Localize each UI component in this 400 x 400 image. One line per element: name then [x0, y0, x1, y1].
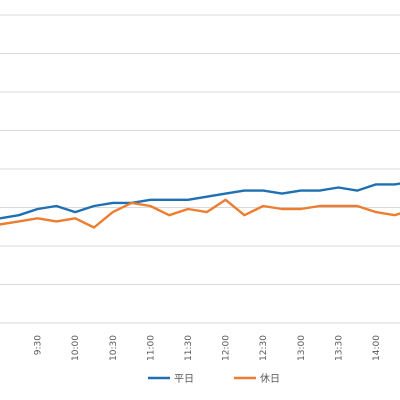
legend-label: 休日	[260, 373, 280, 385]
x-axis-tick-labels: 9:30 10:00 10:30 11:00 11:30 12:00 12:30 13:00 1…	[34, 335, 382, 361]
x-tick-label: 12:30	[259, 335, 269, 361]
x-tick-label: 13:30	[334, 335, 344, 361]
x-tick-label: 10:30	[109, 335, 119, 361]
legend: 平日 休日	[148, 373, 280, 385]
legend-label: 平日	[174, 374, 194, 385]
x-tick-label: 10:00	[71, 335, 81, 361]
x-tick-label: 11:00	[146, 335, 156, 361]
x-tick-label: 12:00	[222, 335, 232, 361]
series-line-2	[0, 198, 400, 229]
x-tick-label: 11:30	[184, 335, 194, 361]
x-tick-label: 13:00	[297, 335, 307, 361]
series-lines	[0, 182, 400, 229]
gridlines	[0, 14, 400, 324]
x-tick-label: 14:00	[372, 335, 382, 361]
x-tick-label: 9:30	[34, 335, 44, 355]
